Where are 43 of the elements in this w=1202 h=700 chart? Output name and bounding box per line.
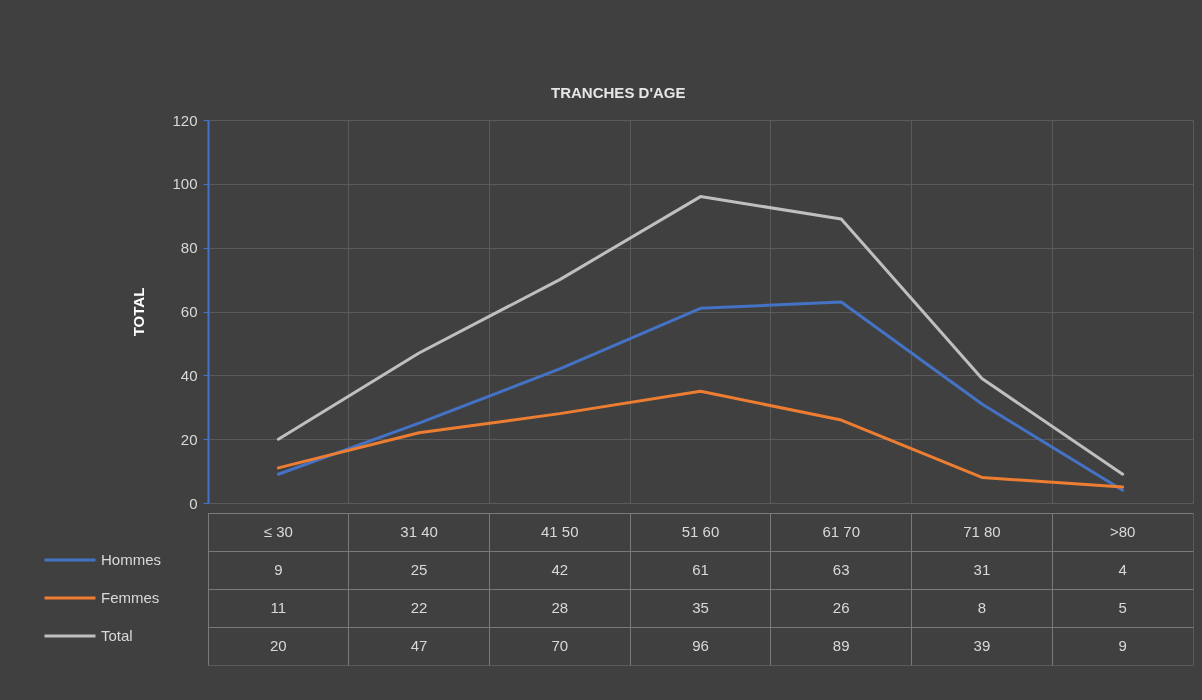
data-label: 42 [551, 561, 569, 578]
data-label: 25 [410, 561, 428, 578]
data-label: 9 [274, 561, 283, 578]
data-label: 26 [832, 599, 850, 616]
line-series [276, 300, 1125, 492]
y-tick-label: 60 [180, 303, 198, 320]
legend-label: Femmes [101, 589, 160, 606]
data-label: 61 [692, 561, 709, 578]
y-tick-label: 100 [172, 175, 198, 193]
data-label: 89 [832, 637, 850, 654]
data-label: 47 [410, 637, 428, 654]
x-tick-label: >80 [1109, 523, 1136, 540]
data-label: 11 [270, 599, 287, 616]
data-label: 5 [1118, 599, 1127, 616]
x-tick-label: 51 60 [681, 523, 720, 540]
line-series [276, 195, 1125, 476]
x-tick-label: 31 40 [400, 523, 438, 540]
data-label: 35 [692, 599, 709, 616]
chart-title: TRANCHES D'AGE [551, 83, 686, 101]
x-tick-label: 61 70 [822, 523, 860, 540]
line-series [276, 389, 1125, 489]
data-label: 28 [551, 599, 569, 616]
data-label: 4 [1118, 561, 1127, 578]
legend-label: Hommes [101, 551, 162, 568]
y-tick-label: 20 [180, 430, 198, 448]
data-label: 63 [832, 561, 850, 578]
y-tick-label: 120 [172, 111, 198, 129]
x-tick-label: 71 80 [963, 523, 1001, 540]
data-label: 96 [692, 637, 709, 654]
y-tick-label: 40 [180, 366, 198, 384]
data-label: 70 [551, 637, 569, 654]
y-tick-label: 0 [189, 494, 198, 512]
x-tick-label: ≤ 30 [263, 523, 293, 540]
y-tick-label: 80 [180, 239, 198, 257]
legend-label: Total [101, 627, 133, 644]
data-label: 20 [270, 637, 287, 654]
x-tick-label: 41 50 [541, 523, 579, 540]
data-label: 9 [1118, 637, 1127, 654]
data-label: 22 [410, 599, 428, 616]
data-label: 39 [973, 637, 991, 654]
data-label: 31 [973, 561, 991, 578]
data-label: 8 [977, 599, 987, 616]
y-axis-title: TOTAL [130, 287, 148, 337]
